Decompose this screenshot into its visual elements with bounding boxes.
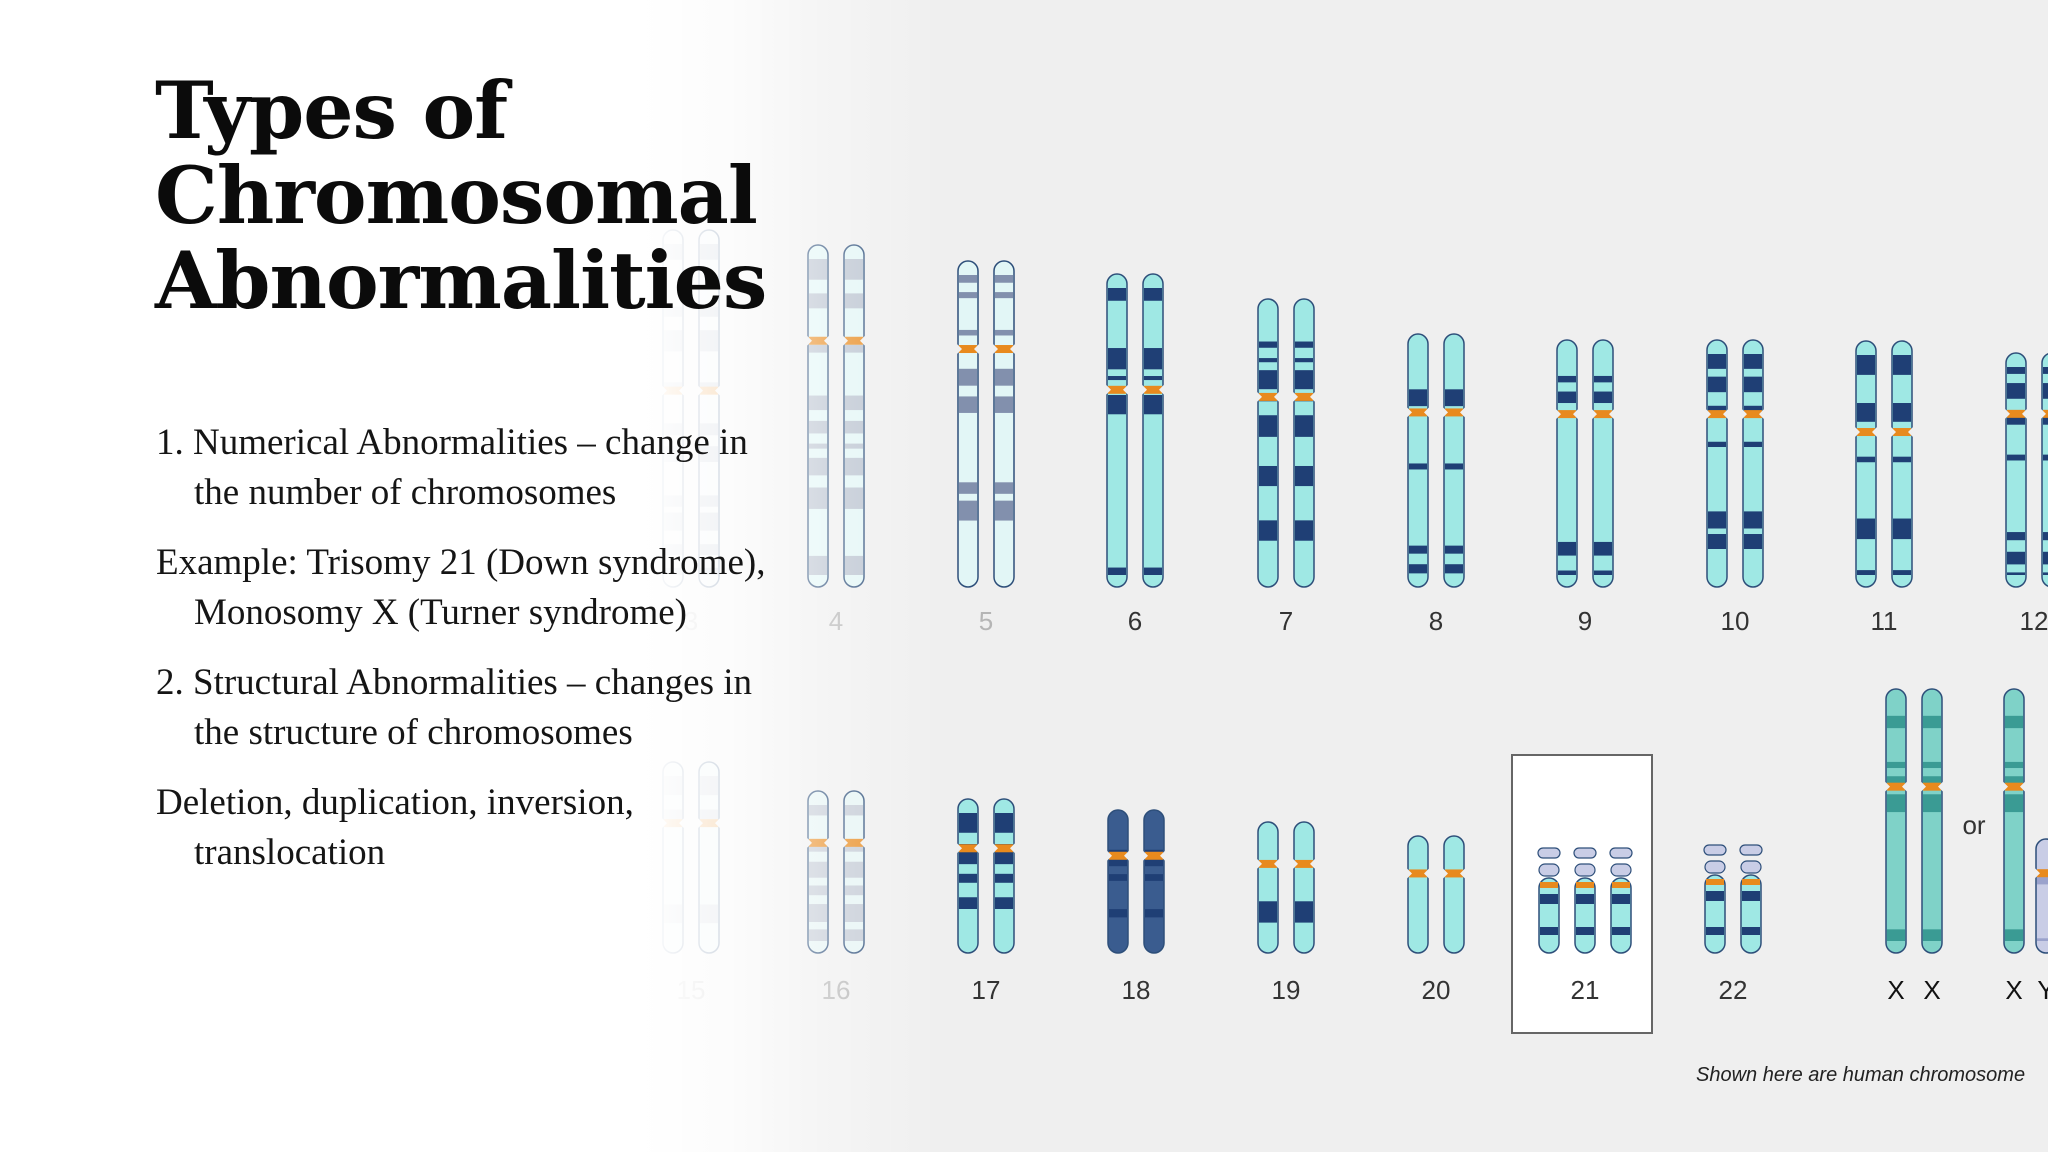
- label-5: 5: [979, 606, 993, 636]
- chromosome-x-3: [2003, 688, 2025, 954]
- label-8: 8: [1429, 606, 1443, 636]
- chromosome-18-b: [1143, 809, 1165, 954]
- chromosome-8-b: [1443, 333, 1465, 588]
- title-line-1: Types of: [155, 64, 508, 157]
- chromosome-17-b: [993, 798, 1015, 954]
- chromosome-9-a: [1556, 339, 1578, 588]
- chromosome-6-b: [1142, 273, 1164, 588]
- chromosome-y: [2035, 838, 2048, 954]
- chromosome-12-b: [2041, 353, 2048, 587]
- label-x-3: X: [2005, 975, 2022, 1005]
- chromosome-x-2: [1921, 688, 1943, 954]
- chromosome-22-a: [1703, 844, 1727, 954]
- chromosome-16-a: [807, 790, 829, 954]
- structural-example-point: Deletion, duplication, inversion, transl…: [156, 782, 634, 873]
- chromosome-5-a: [957, 260, 979, 588]
- chromosome-4-a: [807, 244, 829, 588]
- chromosome-9-b: [1592, 339, 1614, 588]
- label-11: 11: [1871, 606, 1898, 636]
- chromosome-8-a: [1407, 333, 1429, 588]
- chromosome-20-b: [1443, 835, 1465, 954]
- label-x-2: X: [1923, 975, 1940, 1005]
- caption: Shown here are human chromosome: [1696, 1064, 2025, 1086]
- chromosome-6-a: [1106, 273, 1128, 588]
- chromosome-19-a: [1257, 821, 1279, 954]
- title-line-2: Chromosomal: [155, 149, 758, 242]
- chromosome-7-a: [1257, 298, 1279, 588]
- label-21: 21: [1571, 975, 1600, 1005]
- chromosome-11-b: [1891, 340, 1913, 588]
- chromosome-4-b: [843, 244, 865, 588]
- slide-title: Types of Chromosomal Abnormalities: [155, 64, 767, 327]
- label-19: 19: [1272, 975, 1301, 1005]
- chromosome-22-b: [1739, 844, 1763, 954]
- chromosome-19-b: [1293, 821, 1315, 954]
- label-22: 22: [1719, 975, 1748, 1005]
- label-4: 4: [829, 606, 843, 636]
- chromosome-x-1: [1885, 688, 1907, 954]
- chromosome-16-b: [843, 790, 865, 954]
- chromosome-5-b: [993, 260, 1015, 588]
- label-16: 16: [822, 975, 851, 1005]
- label-x-1: X: [1887, 975, 1904, 1005]
- chromosome-17-a: [957, 798, 979, 954]
- label-12: 12: [2020, 606, 2048, 636]
- chromosome-11-a: [1855, 340, 1877, 588]
- numerical-abnormalities-point: 1. Numerical Abnormalities – change in t…: [156, 422, 748, 513]
- bullet-list: 1. Numerical Abnormalities – change in t…: [156, 418, 786, 898]
- label-18: 18: [1122, 975, 1151, 1005]
- label-y: Y: [2037, 975, 2048, 1005]
- numerical-example-point: Example: Trisomy 21 (Down syndrome), Mon…: [156, 542, 766, 633]
- chromosome-10-a: [1706, 339, 1728, 588]
- label-10: 10: [1721, 606, 1750, 636]
- chromosome-12-a: [2005, 352, 2027, 588]
- chromosome-20-a: [1407, 835, 1429, 954]
- label-6: 6: [1128, 606, 1142, 636]
- chromosome-10-b: [1742, 339, 1764, 588]
- title-line-3: Abnormalities: [155, 234, 767, 327]
- structural-abnormalities-point: 2. Structural Abnormalities – changes in…: [156, 662, 752, 753]
- label-7: 7: [1279, 606, 1293, 636]
- label-9: 9: [1578, 606, 1592, 636]
- or-label: or: [1962, 810, 1985, 840]
- label-17: 17: [972, 975, 1001, 1005]
- chromosome-18-a: [1107, 809, 1129, 954]
- label-20: 20: [1422, 975, 1451, 1005]
- chromosome-7-b: [1293, 298, 1315, 588]
- label-15: 15: [677, 975, 706, 1005]
